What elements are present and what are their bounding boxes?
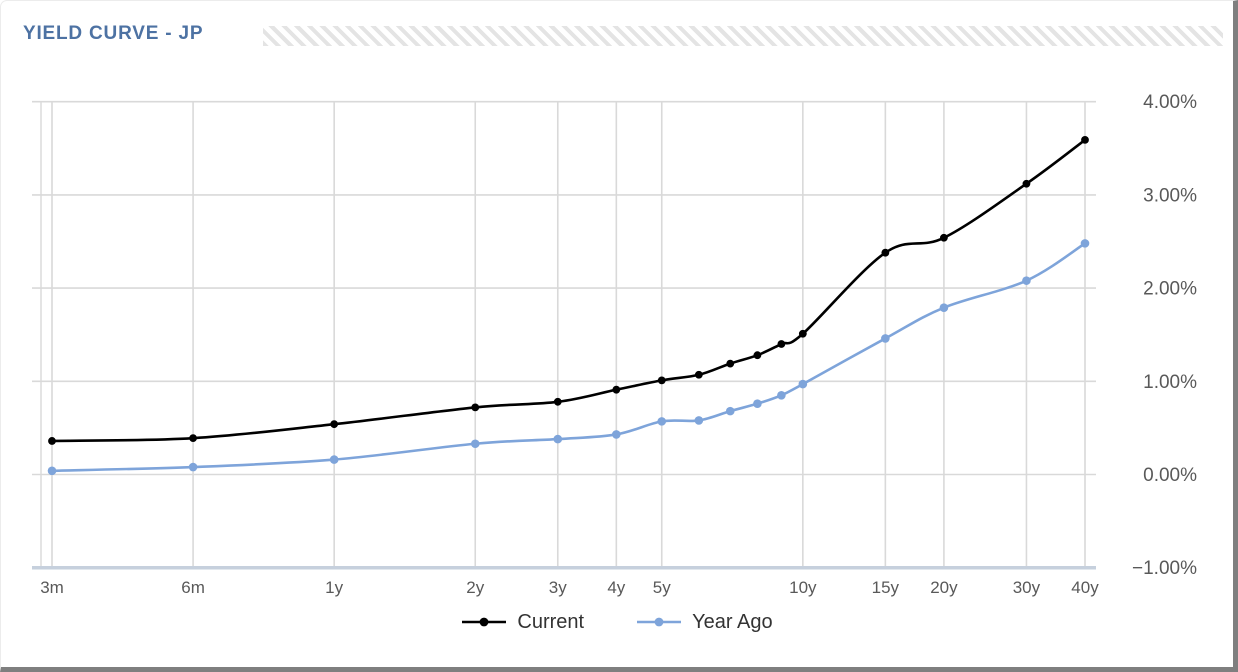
current-data-point [1081,136,1089,144]
year-ago-data-point [725,406,735,416]
current-data-point [48,437,56,445]
y-tick-label: 2.00% [1143,279,1197,300]
x-tick-label: 10y [789,578,817,597]
current-data-point [471,403,480,412]
year-ago-data-point [694,416,704,425]
current-data-point [726,359,735,368]
year-ago-data-point [798,379,808,389]
x-tick-label: 2y [466,578,484,597]
year-ago-data-point [47,466,57,476]
y-tick-label: −1.00% [1132,558,1197,579]
y-tick-label: 4.00% [1143,92,1197,113]
x-tick-label: 3m [40,578,64,597]
year-ago-data-point [553,434,563,444]
current-data-point [1022,179,1031,188]
current-data-point [657,376,666,385]
current-data-point [881,248,890,257]
chart-legend: Current Year Ago [1,604,1233,640]
current-series-line [51,138,1086,443]
current-data-point [189,434,197,443]
x-tick-label: 30y [1013,578,1041,597]
year-ago-data-point [329,455,339,464]
current-data-point [612,385,621,394]
legend-item-current[interactable]: Current [461,611,584,634]
y-tick-label: 0.00% [1143,465,1197,486]
year-ago-data-point [1022,276,1031,285]
year-ago-data-point [753,399,762,408]
current-series-swatch-icon [462,617,507,627]
x-tick-label: 6m [181,578,205,597]
year-ago-data-point [777,390,786,400]
current-data-point [694,370,703,379]
y-tick-label: 1.00% [1143,372,1197,393]
year-ago-series-swatch-icon [637,617,682,627]
legend-item-year-ago[interactable]: Year Ago [636,610,773,634]
x-tick-label: 40y [1071,578,1099,597]
hatch-decoration [263,26,1223,46]
current-data-point [777,340,786,348]
current-data-point [940,233,948,242]
chart-title: YIELD CURVE - JP [23,23,204,44]
x-tick-label: 5y [653,578,671,597]
current-data-point [553,397,562,406]
year-ago-data-point [881,334,890,343]
year-ago-data-point [1080,239,1090,248]
legend-label-current: Current [517,610,585,633]
x-tick-label: 1y [325,578,343,597]
year-ago-data-point [188,462,198,472]
x-tick-label: 4y [607,578,625,597]
year-ago-data-point [612,430,621,439]
legend-label-year-ago: Year Ago [692,610,773,633]
current-data-point [330,420,339,429]
x-tick-label: 3y [549,578,567,597]
year-ago-data-point [657,417,667,426]
year-ago-data-point [470,439,480,449]
current-data-point [798,329,807,338]
current-data-point [753,351,762,360]
year-ago-data-point [939,303,949,312]
x-tick-label: 20y [930,578,958,597]
y-tick-label: 3.00% [1143,185,1197,206]
x-tick-label: 15y [872,578,900,597]
